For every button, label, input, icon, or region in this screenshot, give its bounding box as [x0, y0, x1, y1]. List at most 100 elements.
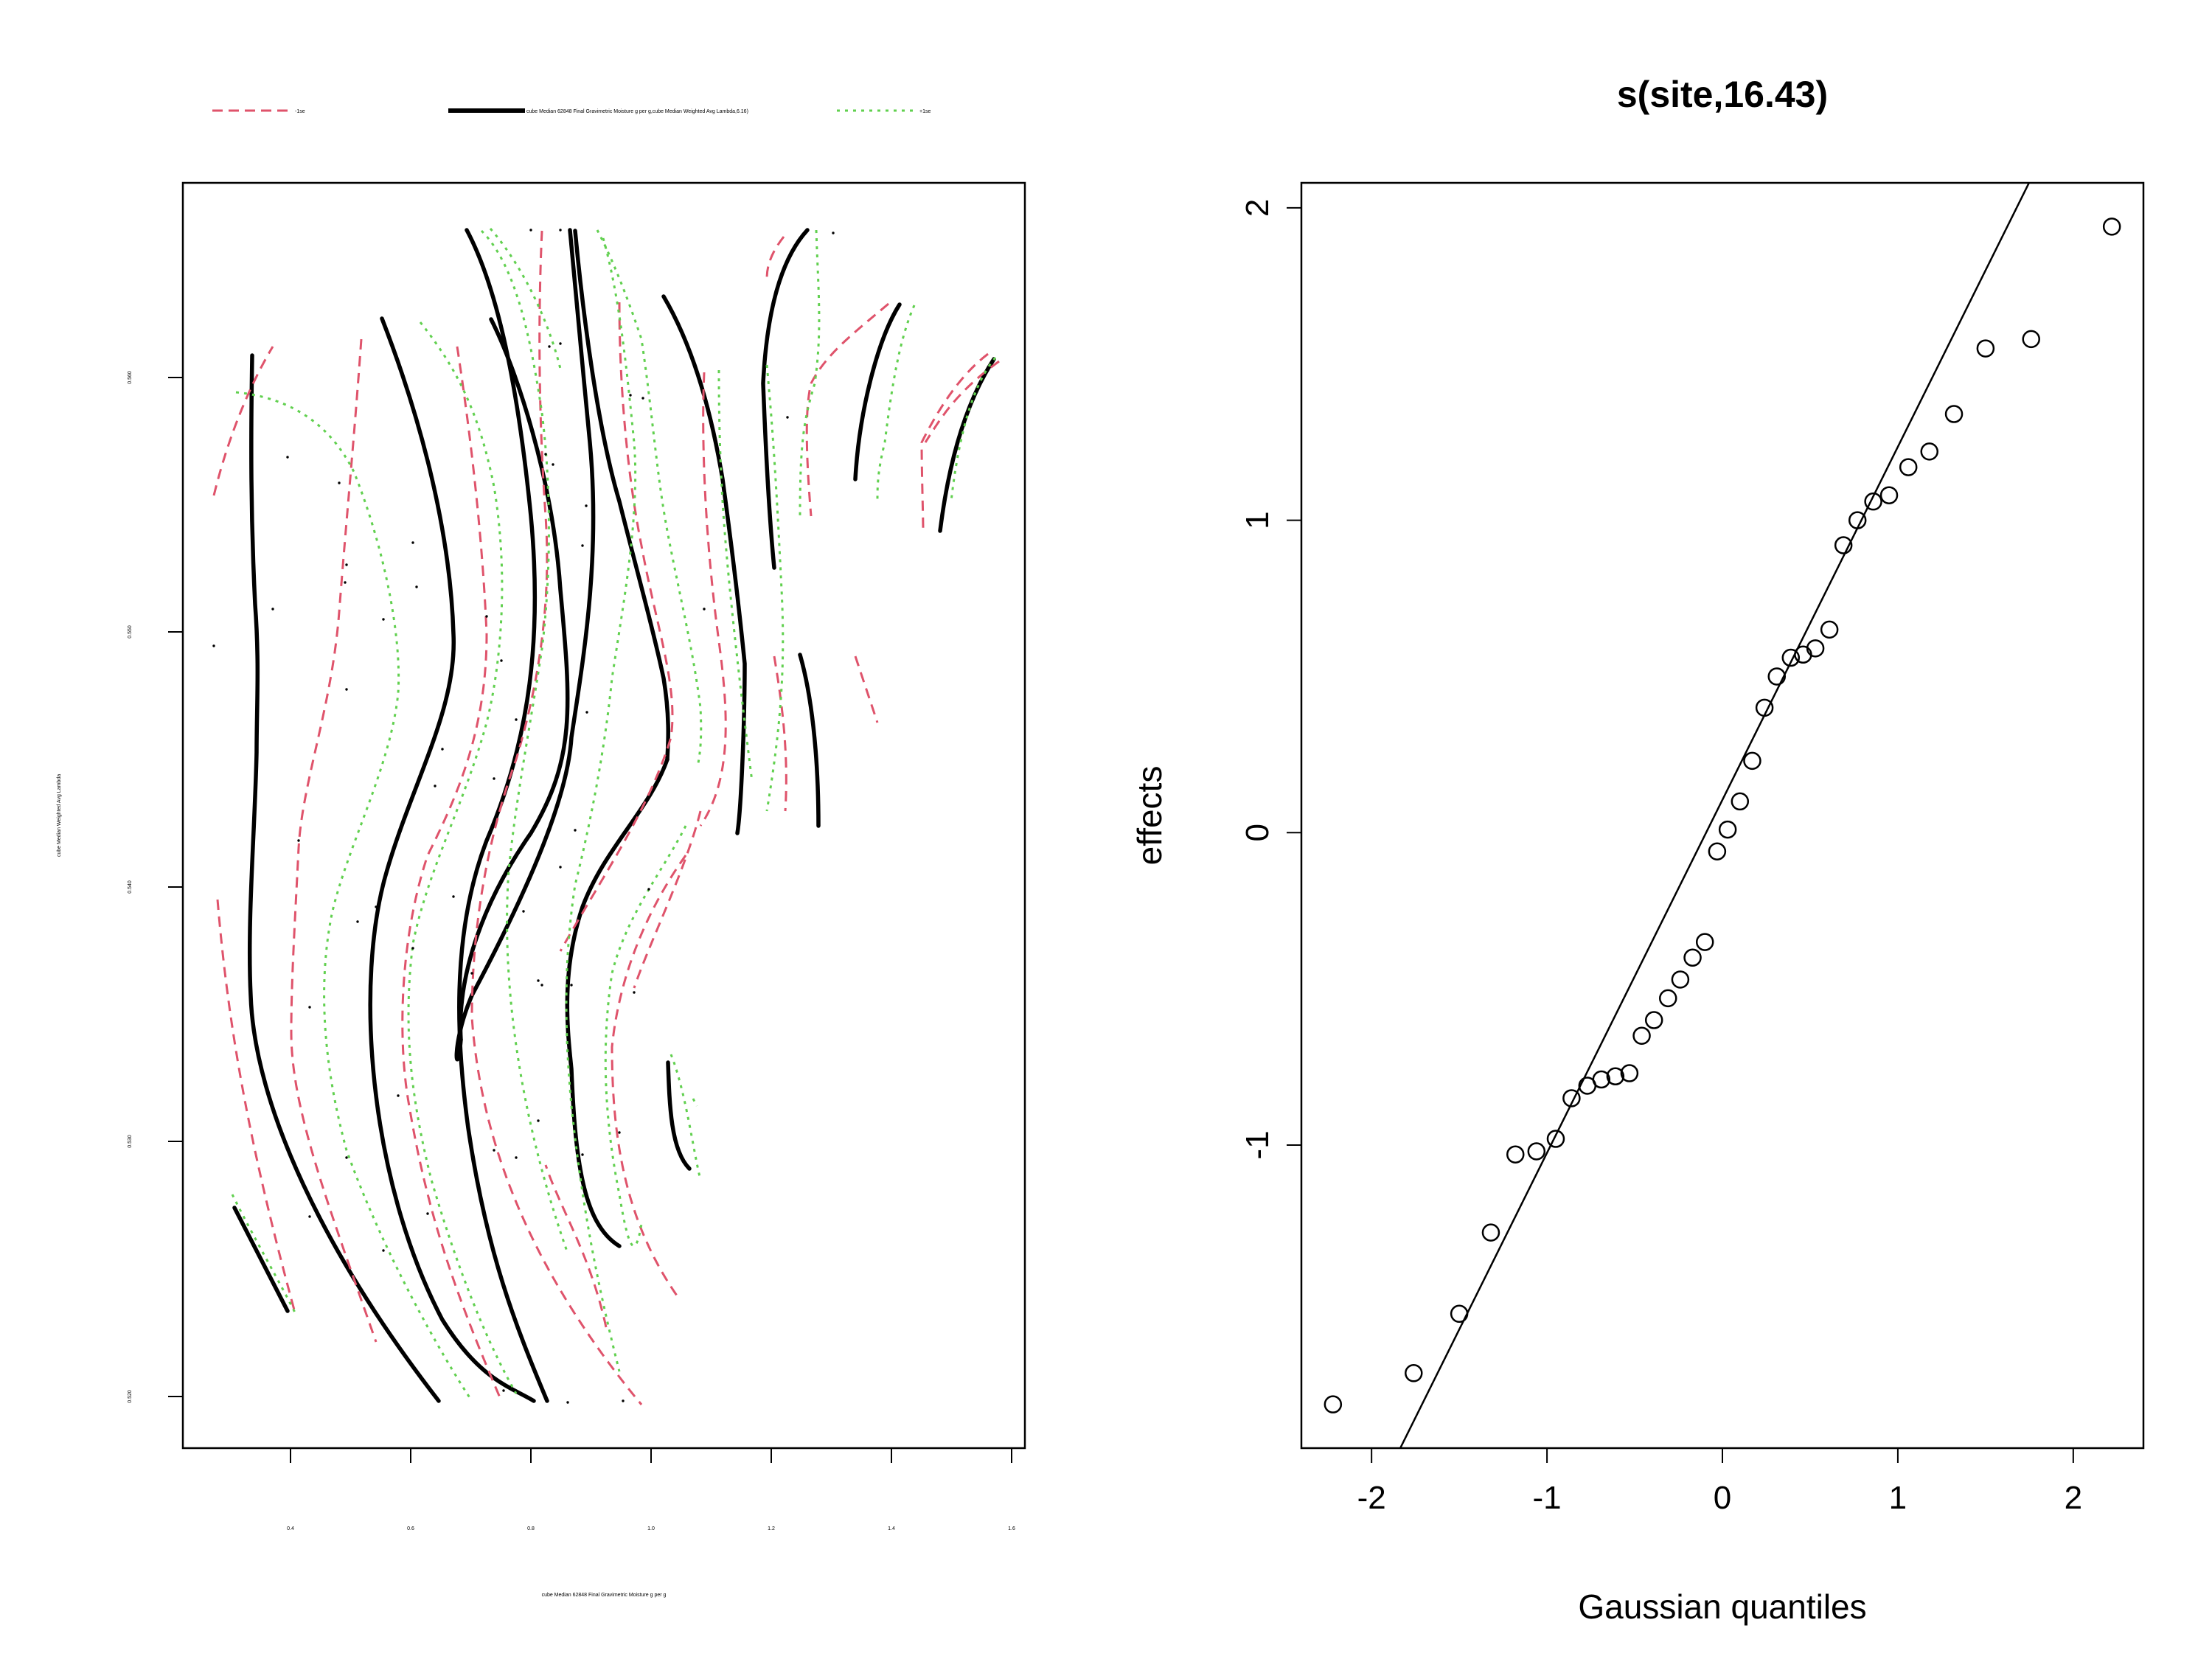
data-dot: [500, 659, 503, 662]
contour-plus-se-line: [407, 321, 518, 1394]
qq-plot-frame: [1300, 181, 2145, 1450]
contour-data-points: [212, 229, 835, 1404]
contour-minus-se-line: [216, 899, 296, 1313]
x-tick-label: -1: [1533, 1480, 1562, 1516]
data-dot: [411, 947, 414, 950]
contour-fit-line: [853, 302, 902, 481]
contour-plus-se-line: [950, 357, 997, 502]
legend-label-minus-se: -1se: [295, 109, 305, 114]
data-dot: [537, 1119, 540, 1122]
contour-minus-se-line: [212, 346, 274, 496]
qq-point: [1527, 1142, 1546, 1161]
contour-plus-se-line: [692, 1098, 698, 1107]
contour-minus-se-line: [633, 810, 702, 989]
contour-minus-se-lines: [212, 230, 1000, 1405]
data-dot: [286, 456, 289, 459]
contour-plus-se-lines: [231, 228, 997, 1402]
contour-plus-se-line: [799, 229, 821, 517]
data-dot: [397, 1094, 400, 1097]
data-dot: [786, 416, 789, 419]
data-dot: [566, 1401, 569, 1404]
data-dot: [452, 895, 455, 898]
qq-point: [1683, 948, 1702, 967]
qq-point: [1820, 620, 1839, 639]
data-dot: [375, 905, 378, 908]
data-dot: [544, 453, 547, 456]
qq-reference-line: [1399, 183, 2031, 1448]
x-tick-label: 2: [2065, 1480, 2082, 1516]
contour-minus-se-line: [470, 230, 643, 1405]
qq-point: [2102, 218, 2121, 236]
qq-point: [1695, 933, 1714, 951]
qq-point: [1899, 458, 1918, 476]
contour-plus-se-line: [235, 391, 473, 1402]
qq-point: [1632, 1026, 1651, 1045]
data-dot: [426, 1212, 429, 1215]
data-dot: [415, 585, 418, 588]
data-dot: [345, 688, 348, 691]
qq-point: [1620, 1064, 1639, 1082]
data-dot: [585, 504, 588, 507]
qq-point: [1944, 405, 1964, 423]
y-tick-label: 1: [1239, 511, 1276, 529]
data-dot: [832, 232, 835, 234]
data-dot: [552, 463, 554, 466]
data-dot: [703, 608, 706, 611]
data-dot: [441, 748, 444, 751]
legend-label-fit: cube Median 62848 Final Gravimetric Mois…: [526, 109, 748, 114]
contour-plus-se-line: [604, 825, 687, 1247]
qq-points: [1324, 218, 2121, 1413]
data-dot: [297, 839, 300, 842]
x-tick-label: 0.4: [287, 1526, 294, 1531]
data-dot: [308, 1215, 311, 1218]
qq-point: [1481, 1223, 1500, 1242]
contour-plus-se-line: [565, 237, 637, 1372]
contour-fit-line: [573, 229, 670, 762]
contour-minus-se-line: [699, 372, 727, 827]
data-dot: [502, 1389, 505, 1392]
data-dot: [345, 563, 348, 566]
data-dot: [411, 541, 414, 544]
x-tick-label: 1.4: [888, 1526, 895, 1531]
qq-point: [1731, 792, 1750, 811]
contour-fit-line: [798, 653, 821, 828]
y-tick-label: 0: [1239, 824, 1276, 841]
contour-minus-se-line: [765, 236, 785, 281]
contour-minus-se-line: [924, 360, 1000, 443]
data-dot: [518, 740, 521, 743]
qq-point: [2022, 330, 2040, 349]
data-dot: [548, 345, 551, 348]
contour-minus-se-line: [854, 655, 879, 723]
data-dot: [212, 644, 215, 647]
data-dot: [581, 544, 584, 547]
x-tick-label: 0.6: [407, 1526, 414, 1531]
data-dot: [434, 785, 437, 787]
y-tick-label: -1: [1239, 1130, 1276, 1159]
contour-minus-se-line: [773, 655, 787, 812]
contour-plus-se-line: [765, 364, 785, 812]
contour-minus-se-line: [401, 346, 503, 1402]
data-dot: [559, 229, 562, 232]
qq-point: [1848, 511, 1867, 529]
x-tick-label: 1.2: [768, 1526, 775, 1531]
contour-minus-se-line: [544, 1164, 608, 1328]
qq-point: [1562, 1089, 1581, 1107]
y-tick-label: 0.550: [128, 625, 133, 639]
qq-y-axis: -1 0 1 2: [1239, 199, 1302, 1160]
data-dot: [633, 991, 636, 994]
qq-point: [1743, 751, 1761, 771]
contour-minus-se-line: [290, 338, 378, 1343]
contour-plus-se-line: [231, 1194, 296, 1313]
x-tick-label: 1: [1889, 1480, 1907, 1516]
qq-point: [1450, 1304, 1469, 1324]
qq-point: [1671, 970, 1690, 989]
qq-point: [1658, 989, 1677, 1008]
data-dot: [344, 581, 347, 584]
y-tick-label: 0.530: [128, 1135, 133, 1148]
data-dot: [485, 615, 488, 618]
data-dot: [522, 910, 525, 913]
contour-y-axis-title: cube Median Weighted Avg Lambda: [57, 774, 62, 857]
contour-fit-line: [565, 757, 669, 1248]
contour-fit-line: [368, 316, 536, 1403]
